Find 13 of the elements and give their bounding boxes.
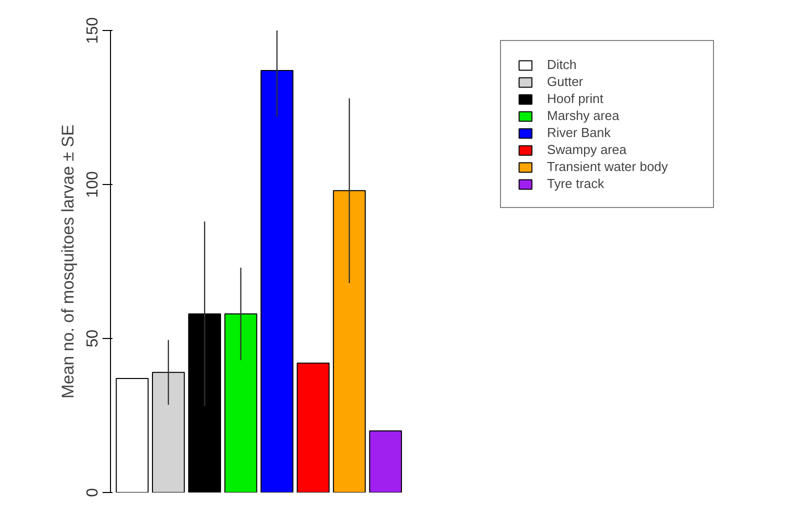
legend-label: Swampy area (547, 142, 628, 157)
y-tick-label: 150 (84, 17, 102, 44)
y-axis-title: Mean no. of mosquitoes larvae ± SE (58, 124, 78, 398)
legend-label: Gutter (547, 74, 584, 89)
y-tick-label: 0 (84, 488, 102, 497)
y-tick-label: 50 (84, 330, 102, 348)
legend-label: Tyre track (547, 176, 606, 191)
legend-label: River Bank (547, 125, 612, 140)
legend-label: Transient water body (547, 159, 669, 174)
y-tick-label: 100 (84, 171, 102, 198)
legend-label: Ditch (547, 57, 578, 72)
legend-label: Hoof print (547, 91, 604, 106)
legend-label: Marshy area (547, 108, 620, 123)
